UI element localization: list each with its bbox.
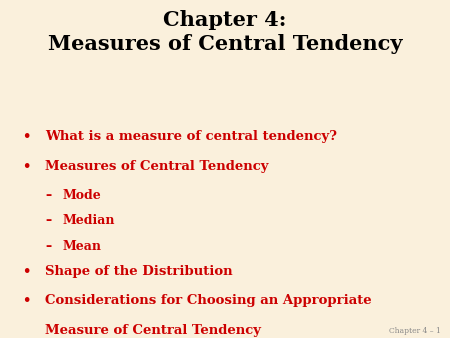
Text: –: – (45, 189, 51, 202)
Text: –: – (45, 214, 51, 227)
Text: Measure of Central Tendency: Measure of Central Tendency (45, 324, 261, 337)
Text: –: – (45, 240, 51, 252)
Text: Mean: Mean (63, 240, 102, 252)
Text: Chapter 4:
Measures of Central Tendency: Chapter 4: Measures of Central Tendency (48, 10, 402, 54)
Text: •: • (22, 160, 31, 172)
Text: Measures of Central Tendency: Measures of Central Tendency (45, 160, 269, 172)
Text: Shape of the Distribution: Shape of the Distribution (45, 265, 233, 278)
Text: •: • (22, 294, 31, 307)
Text: What is a measure of central tendency?: What is a measure of central tendency? (45, 130, 337, 143)
Text: Median: Median (63, 214, 116, 227)
Text: •: • (22, 130, 31, 143)
Text: Considerations for Choosing an Appropriate: Considerations for Choosing an Appropria… (45, 294, 372, 307)
Text: Mode: Mode (63, 189, 102, 202)
Text: Chapter 4 – 1: Chapter 4 – 1 (389, 327, 441, 335)
Text: •: • (22, 265, 31, 278)
